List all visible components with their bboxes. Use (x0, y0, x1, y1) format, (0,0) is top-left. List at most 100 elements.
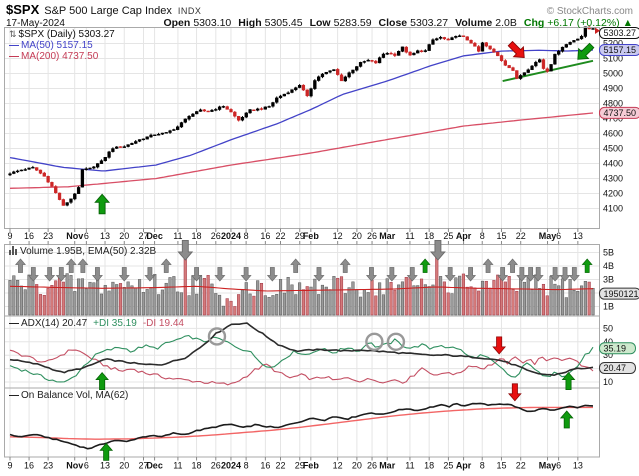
svg-text:25: 25 (443, 461, 453, 471)
adx-panel-legend: — ADX(14) 20.47 +DI 35.19 -DI 19.44 (9, 318, 184, 329)
svg-text:6: 6 (556, 231, 561, 241)
ma50-legend: MA(50) 5157.15 (21, 40, 93, 51)
svg-text:16: 16 (260, 461, 270, 471)
quote-label: High (238, 17, 262, 29)
main-series-legend: $SPX (Daily) 5303.27 (18, 29, 115, 40)
svg-text:Feb: Feb (303, 461, 320, 471)
svg-text:30: 30 (603, 350, 613, 360)
adx-line-icon: — (9, 318, 19, 329)
svg-text:11: 11 (173, 461, 182, 471)
quote-label: Open (163, 17, 191, 29)
svg-text:5157.15: 5157.15 (604, 45, 637, 55)
svg-text:22: 22 (516, 461, 526, 471)
volume-panel-legend: Volume 1.95B, EMA(50) 2.32B (9, 246, 156, 257)
svg-text:13: 13 (100, 231, 110, 241)
stockcharts-credit: © StockCharts.com (546, 6, 633, 17)
svg-text:2024: 2024 (221, 461, 241, 471)
svg-text:40: 40 (603, 337, 613, 347)
svg-text:16: 16 (24, 461, 34, 471)
exchange-tag: INDX (177, 6, 202, 16)
svg-text:23: 23 (43, 461, 53, 471)
svg-text:Dec: Dec (146, 461, 163, 471)
svg-text:11: 11 (405, 231, 414, 241)
quote-value: +6.17 (+0.12%) ▲ (547, 17, 633, 29)
quote-label: Volume (455, 17, 493, 29)
svg-text:5100: 5100 (603, 54, 623, 64)
svg-text:1950121: 1950121 (604, 289, 639, 299)
svg-text:12: 12 (333, 231, 343, 241)
svg-text:Mar: Mar (379, 231, 396, 241)
svg-text:22: 22 (276, 231, 286, 241)
svg-text:May: May (539, 231, 557, 241)
svg-text:5B: 5B (603, 248, 614, 258)
svg-text:6: 6 (556, 461, 561, 471)
plus-di-legend: +DI 35.19 (93, 318, 137, 329)
svg-text:20: 20 (119, 461, 129, 471)
svg-text:15: 15 (496, 461, 506, 471)
svg-text:4B: 4B (603, 261, 614, 271)
svg-text:12: 12 (333, 461, 343, 471)
svg-text:Mar: Mar (379, 461, 396, 471)
svg-text:25: 25 (443, 231, 453, 241)
quote-label: Close (378, 17, 408, 29)
svg-text:18: 18 (424, 231, 434, 241)
svg-text:4400: 4400 (603, 159, 623, 169)
quote-value: 2.0B (495, 17, 517, 29)
svg-text:29: 29 (295, 461, 305, 471)
symbol: $SPX (6, 2, 40, 17)
svg-text:8: 8 (244, 461, 249, 471)
svg-text:18: 18 (192, 461, 202, 471)
svg-text:4100: 4100 (603, 204, 623, 214)
svg-text:26: 26 (367, 461, 377, 471)
svg-text:5000: 5000 (603, 69, 623, 79)
svg-text:5200: 5200 (603, 39, 623, 49)
ma200-line-icon: — (9, 51, 19, 62)
svg-text:Apr: Apr (456, 231, 472, 241)
svg-text:4200: 4200 (603, 189, 623, 199)
svg-text:18: 18 (424, 461, 434, 471)
svg-text:6: 6 (84, 461, 89, 471)
svg-text:20.47: 20.47 (604, 363, 627, 373)
svg-text:11: 11 (405, 461, 414, 471)
svg-text:Dec: Dec (146, 231, 163, 241)
obv-panel-legend: — On Balance Vol, MA(62) (9, 390, 128, 401)
svg-text:20: 20 (352, 461, 362, 471)
svg-text:22: 22 (276, 461, 286, 471)
svg-text:20: 20 (119, 231, 129, 241)
svg-text:3B: 3B (603, 275, 614, 285)
svg-text:Feb: Feb (303, 231, 320, 241)
svg-text:26: 26 (211, 461, 221, 471)
index-name: S&P 500 Large Cap Index (44, 5, 172, 17)
svg-text:9: 9 (7, 231, 12, 241)
svg-text:9: 9 (7, 461, 12, 471)
quote-value: 5303.10 (193, 17, 232, 29)
svg-text:16: 16 (260, 231, 270, 241)
svg-text:13: 13 (100, 461, 110, 471)
svg-text:Nov: Nov (66, 461, 83, 471)
main-panel-legend: ⇅ $SPX (Daily) 5303.27 — MA(50) 5157.15 — M… (9, 29, 115, 62)
obv-legend: On Balance Vol, MA(62) (21, 390, 129, 401)
svg-text:4800: 4800 (603, 99, 623, 109)
ma50-line-icon: — (9, 40, 19, 51)
svg-text:4600: 4600 (603, 129, 623, 139)
svg-text:22: 22 (516, 231, 526, 241)
svg-text:35.19: 35.19 (604, 343, 627, 353)
svg-text:23: 23 (43, 231, 53, 241)
chart-date: 17-May-2024 (6, 18, 65, 29)
svg-text:8: 8 (244, 231, 249, 241)
svg-text:1B: 1B (603, 302, 614, 312)
adx-legend: ADX(14) 20.47 (21, 318, 88, 329)
svg-text:May: May (539, 461, 557, 471)
svg-text:8: 8 (480, 461, 485, 471)
quote-value: 5283.59 (333, 17, 372, 29)
svg-text:13: 13 (573, 231, 583, 241)
svg-text:11: 11 (173, 231, 182, 241)
svg-text:16: 16 (24, 231, 34, 241)
svg-text:8: 8 (480, 231, 485, 241)
svg-text:29: 29 (295, 231, 305, 241)
chart-header: $SPX S&P 500 Large Cap Index INDX © Stoc… (0, 0, 639, 29)
svg-text:6: 6 (84, 231, 89, 241)
svg-text:4500: 4500 (603, 144, 623, 154)
